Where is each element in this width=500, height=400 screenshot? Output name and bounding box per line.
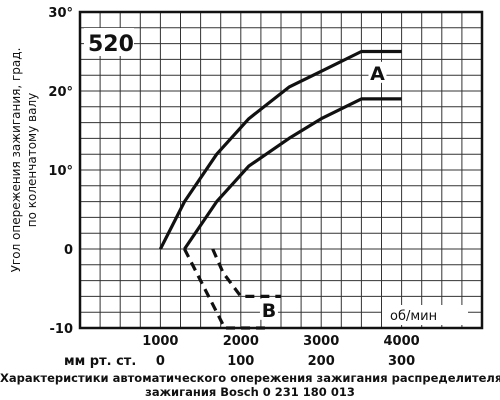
grid-lines bbox=[80, 12, 482, 328]
x-tick-label: 1000 bbox=[142, 334, 178, 349]
y-tick-label: 30° bbox=[48, 6, 73, 21]
pressure-tick-label: 300 bbox=[388, 354, 415, 369]
curve-2 bbox=[183, 97, 402, 250]
pressure-tick-label: 100 bbox=[227, 354, 254, 369]
curve-label-b: B bbox=[262, 300, 276, 322]
y-axis-label-line-1: Угол опережения зажигания, град. bbox=[9, 48, 23, 273]
units-label-background bbox=[382, 305, 468, 325]
pressure-unit-label: мм рт. ст. bbox=[64, 354, 136, 369]
curve-label-bg bbox=[259, 298, 278, 320]
caption-line-1: Характеристики автоматического опережени… bbox=[0, 371, 500, 385]
y-tick-label: -10 bbox=[50, 322, 74, 337]
curve-label-bg bbox=[368, 61, 387, 83]
caption-line-2: зажигания Bosch 0 231 180 013 bbox=[145, 385, 355, 399]
curve-4 bbox=[211, 248, 281, 298]
curve-label-a: A bbox=[370, 63, 385, 85]
pressure-tick-label: 0 bbox=[156, 354, 165, 369]
model-label-background bbox=[84, 28, 134, 56]
curve-1 bbox=[158, 49, 402, 250]
tick-labels: 30° 20° 10° 0 -10 1000 2000 3000 4000 0 100 200 300 bbox=[48, 6, 419, 369]
y-tick-label: 10° bbox=[48, 164, 73, 179]
curves: AB bbox=[158, 49, 402, 330]
x-tick-label: 3000 bbox=[303, 334, 339, 349]
pressure-tick-label: 200 bbox=[308, 354, 335, 369]
y-tick-label: 20° bbox=[48, 85, 73, 100]
x-tick-label: 4000 bbox=[384, 334, 420, 349]
curve-3 bbox=[183, 248, 265, 330]
y-axis-label-line-2: по коленчатому валу bbox=[25, 93, 39, 227]
model-label: 520 bbox=[88, 32, 134, 57]
x-tick-label: 2000 bbox=[223, 334, 259, 349]
plot-frame bbox=[78, 10, 484, 330]
units-label: об/мин bbox=[390, 309, 437, 324]
y-tick-label: 0 bbox=[64, 243, 73, 258]
